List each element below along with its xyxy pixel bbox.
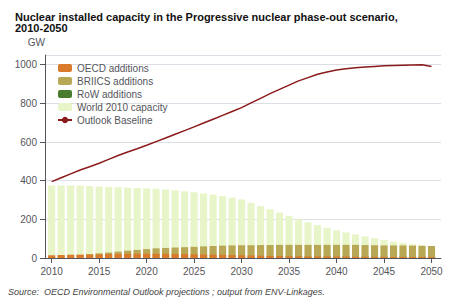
svg-text:200: 200 [20, 214, 37, 225]
svg-text:World 2010 capacity: World 2010 capacity [77, 102, 167, 113]
svg-text:2025: 2025 [183, 266, 206, 277]
svg-text:2015: 2015 [88, 266, 111, 277]
svg-text:OECD additions: OECD additions [77, 63, 149, 74]
svg-text:RoW additions: RoW additions [77, 89, 142, 100]
svg-text:0: 0 [31, 253, 37, 264]
svg-text:2045: 2045 [373, 266, 396, 277]
svg-text:Outlook Baseline: Outlook Baseline [77, 115, 153, 126]
svg-text:Nuclear installed capacity in: Nuclear installed capacity in the Progre… [15, 11, 401, 23]
svg-text:2050: 2050 [420, 266, 443, 277]
svg-text:Source: OECD Environmental Ou: Source: OECD Environmental Outlook proje… [8, 287, 325, 297]
svg-text:BRIICS additions: BRIICS additions [77, 76, 153, 87]
svg-text:1000: 1000 [15, 59, 38, 70]
svg-text:2035: 2035 [278, 266, 301, 277]
svg-text:2010: 2010 [41, 266, 64, 277]
svg-text:2040: 2040 [325, 266, 348, 277]
svg-text:2020: 2020 [135, 266, 158, 277]
svg-text:400: 400 [20, 175, 37, 186]
svg-text:600: 600 [20, 137, 37, 148]
svg-text:GW: GW [28, 37, 46, 48]
svg-text:800: 800 [20, 98, 37, 109]
svg-text:2030: 2030 [230, 266, 253, 277]
svg-text:2010-2050: 2010-2050 [15, 22, 68, 34]
